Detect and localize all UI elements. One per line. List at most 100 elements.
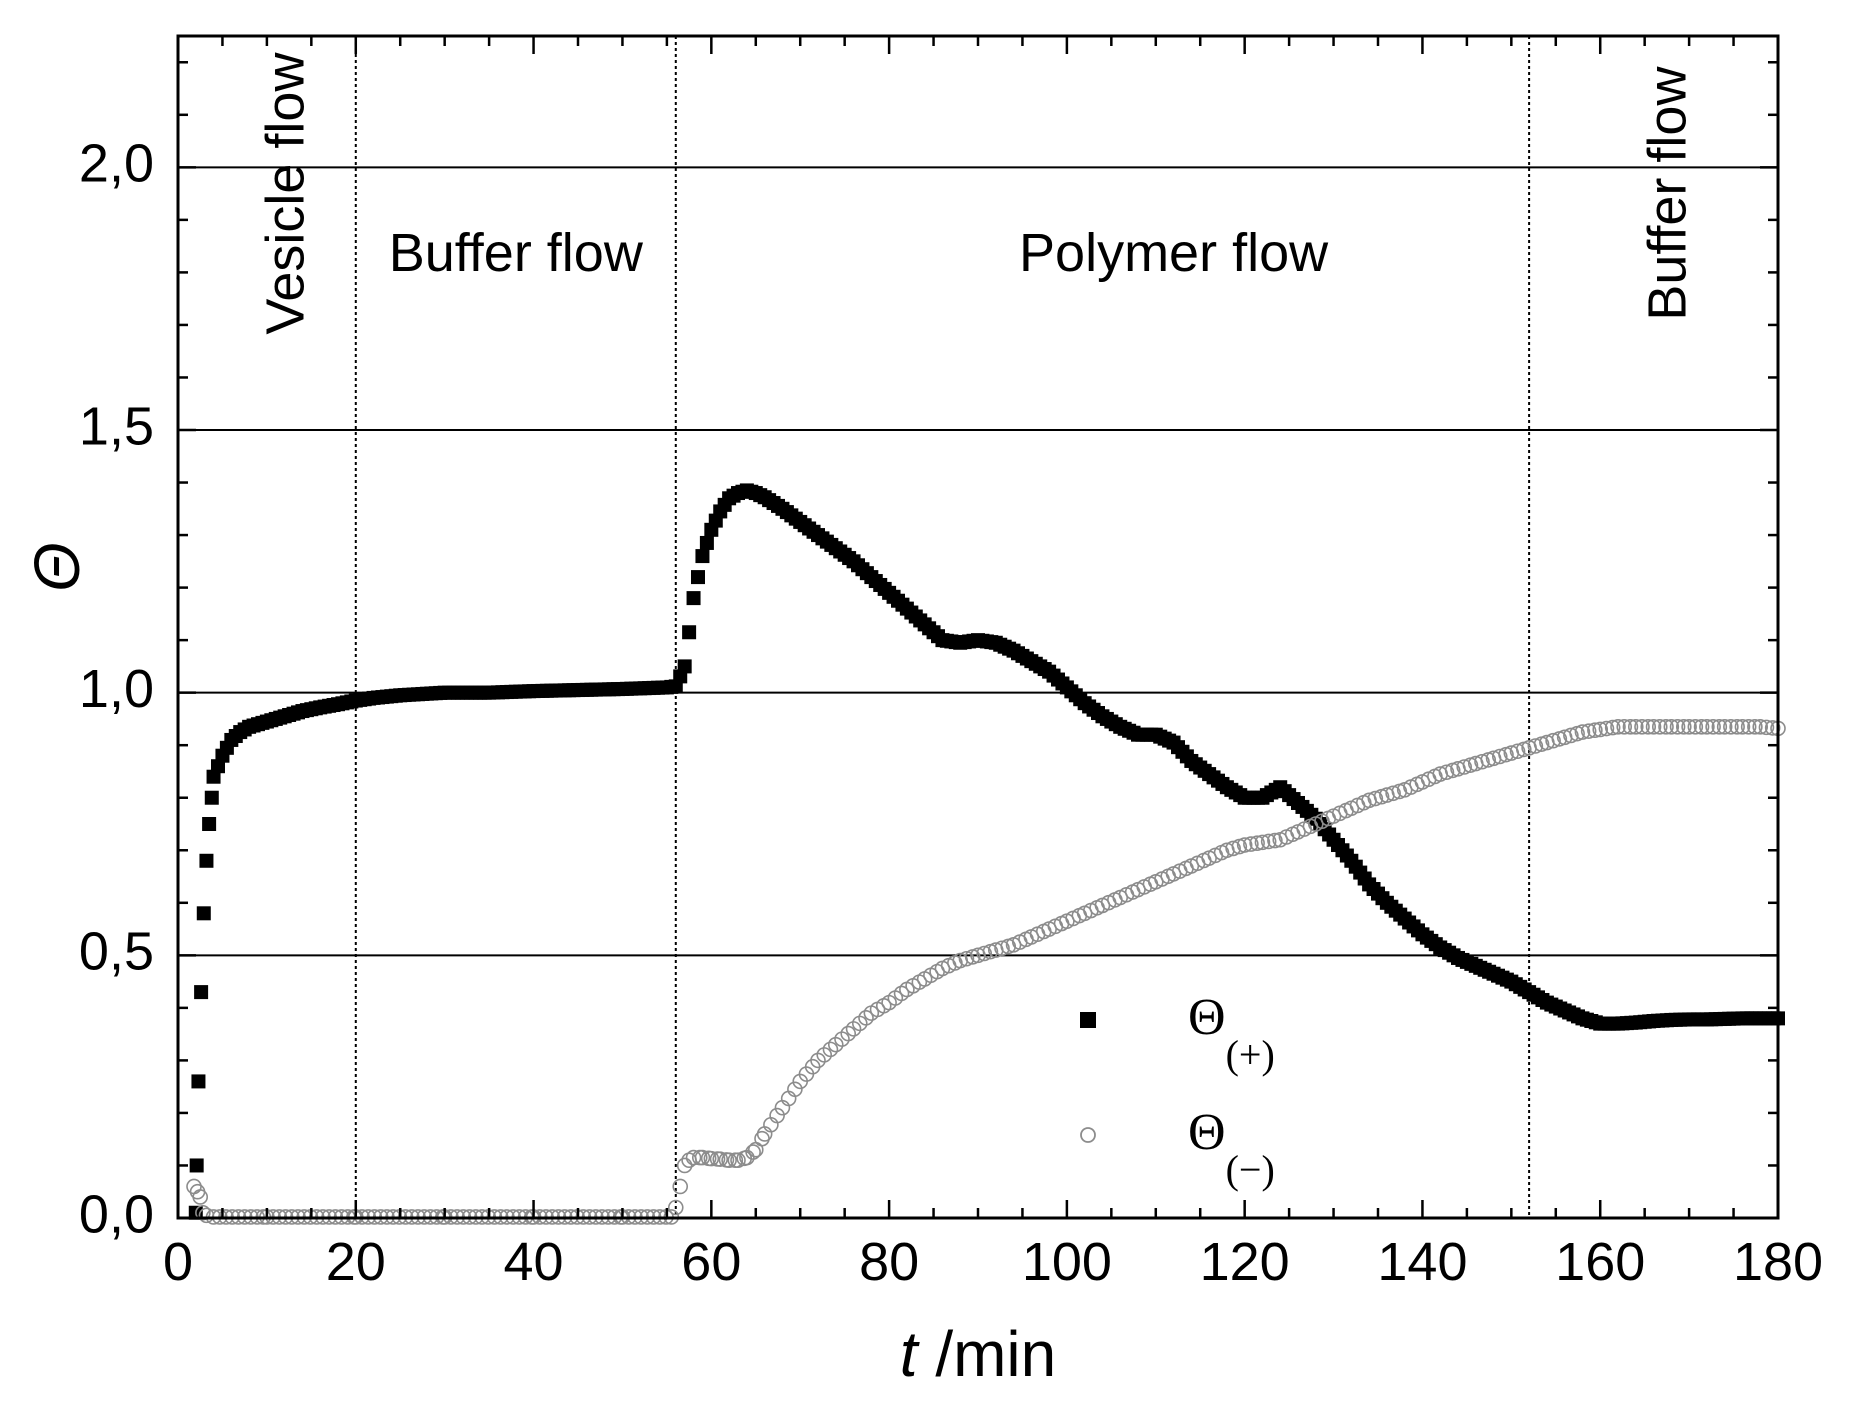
data-point — [1574, 724, 1591, 740]
data-point — [1249, 835, 1265, 851]
x-axis-unit: /min — [918, 1318, 1057, 1390]
data-point — [745, 1144, 761, 1160]
data-point — [672, 1178, 689, 1195]
data-point — [192, 1189, 209, 1205]
y-tick-label: 1,0 — [79, 659, 154, 719]
data-point — [1580, 723, 1597, 739]
data-point — [1622, 719, 1639, 735]
x-tick-label: 180 — [1733, 1232, 1823, 1292]
x-tick-label: 100 — [1022, 1232, 1112, 1292]
data-point — [712, 1151, 729, 1167]
data-point — [1509, 743, 1526, 760]
data-point — [1627, 719, 1644, 735]
data-point — [1651, 719, 1668, 735]
data-point — [199, 853, 214, 868]
data-point — [1254, 834, 1271, 851]
data-point — [1598, 720, 1615, 737]
data-point — [676, 1157, 693, 1174]
data-point — [1587, 722, 1603, 739]
phase-boundaries: Vesicle flow Buffer flow Polymer flow Buffe… — [255, 36, 1698, 1218]
y-tick-label: 2,0 — [79, 134, 154, 194]
data-point — [1610, 719, 1626, 735]
legend-marker-square — [1080, 1012, 1096, 1028]
phase-label: Buffer flow — [389, 223, 644, 283]
x-tick-label: 20 — [326, 1232, 386, 1292]
data-point — [893, 985, 910, 1002]
phase-label: Vesicle flow — [255, 52, 315, 335]
legend-subscript: (−) — [1226, 1147, 1275, 1192]
data-point — [1758, 719, 1775, 736]
data-point — [1260, 833, 1277, 850]
data-point — [1545, 732, 1561, 749]
data-point — [189, 1158, 204, 1173]
x-tick-label: 140 — [1377, 1232, 1467, 1292]
data-point — [1734, 719, 1751, 735]
data-point — [822, 1041, 839, 1058]
data-point — [1675, 719, 1692, 735]
data-point — [685, 1149, 702, 1166]
data-point — [1681, 719, 1697, 735]
data-point — [1491, 748, 1508, 765]
data-point — [194, 985, 209, 1000]
y-tick-label: 0,5 — [79, 922, 154, 982]
data-point — [1669, 719, 1686, 735]
x-tick-label: 120 — [1200, 1232, 1290, 1292]
data-point — [204, 790, 219, 805]
data-point — [1693, 719, 1710, 735]
data-point — [1604, 719, 1621, 736]
data-point — [1243, 836, 1259, 852]
data-point — [1699, 719, 1715, 735]
legend-symbol: Θ — [1188, 1104, 1226, 1161]
data-point — [686, 591, 701, 606]
legend-label: Θ(+) — [1188, 989, 1275, 1077]
legend-marker-circle — [1080, 1127, 1096, 1143]
x-axis-symbol: t — [900, 1318, 920, 1390]
data-point — [1527, 738, 1544, 754]
plot-area — [186, 483, 1786, 1225]
data-point — [1267, 832, 1283, 849]
phase-label: Buffer flow — [1638, 66, 1698, 321]
data-point — [1752, 719, 1769, 735]
data-point — [703, 1150, 720, 1167]
data-point — [1385, 785, 1401, 802]
y-tick-label: 0,0 — [79, 1184, 154, 1244]
data-point — [1687, 719, 1704, 735]
x-tick-label: 80 — [859, 1232, 919, 1292]
legend-entry: Θ(−) — [1080, 1104, 1275, 1192]
data-point — [1438, 764, 1455, 781]
data-point — [1729, 719, 1745, 735]
data-point — [211, 759, 225, 774]
x-axis-title: t /min — [900, 1318, 1056, 1390]
x-tick-label: 160 — [1555, 1232, 1645, 1292]
data-point — [976, 945, 993, 962]
legend-symbol: Θ — [1188, 989, 1226, 1046]
data-point — [191, 1074, 206, 1089]
data-point — [1663, 719, 1680, 735]
x-tick-label: 60 — [681, 1232, 741, 1292]
axes: 0 20 40 60 80 100 120 140 160 180 0,0 0,5 1,0 1,5 2,0 t… — [21, 34, 1823, 1390]
data-point — [1723, 719, 1739, 735]
legend-subscript: (+) — [1226, 1032, 1275, 1077]
data-point — [695, 549, 710, 564]
data-point — [1711, 719, 1728, 735]
data-point — [691, 570, 705, 585]
data-point — [1764, 720, 1781, 736]
x-tick-label: 40 — [504, 1232, 564, 1292]
data-point — [1563, 727, 1579, 744]
data-point — [1592, 721, 1609, 738]
data-point — [1705, 719, 1721, 735]
data-point — [769, 1107, 785, 1124]
data-point — [1616, 719, 1633, 735]
data-point — [1225, 840, 1241, 857]
data-point — [677, 659, 692, 674]
data-point — [858, 1010, 874, 1026]
data-point — [840, 1025, 857, 1042]
legend-label: Θ(−) — [1188, 1104, 1275, 1192]
data-point — [1456, 759, 1473, 775]
data-point — [994, 940, 1010, 957]
data-point — [1716, 719, 1733, 735]
data-point — [699, 535, 714, 550]
x-tick-label: 0 — [163, 1232, 193, 1292]
y-axis-title: Θ — [21, 542, 93, 592]
